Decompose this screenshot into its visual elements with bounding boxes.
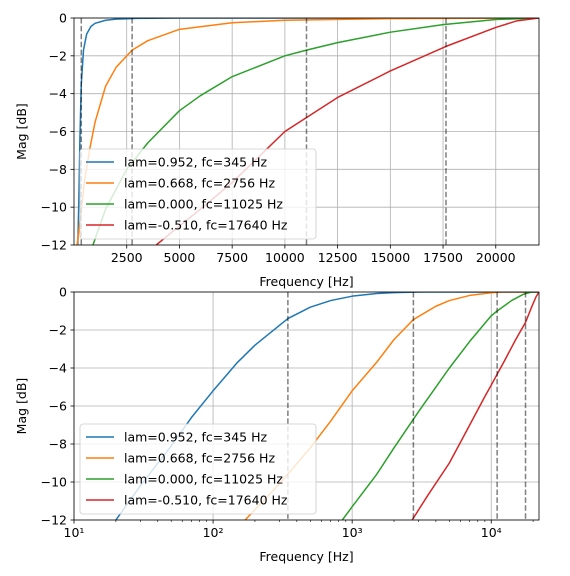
y-tick-label: −12 xyxy=(41,238,67,253)
x-tick-label: 10000 xyxy=(265,250,305,265)
series-line-4 xyxy=(411,292,539,520)
y-tick-label: −12 xyxy=(41,513,67,528)
legend-label: lam=0.000, fc=11025 Hz xyxy=(124,472,283,487)
y-tick-label: −4 xyxy=(49,361,67,376)
x-tick-label: 10¹ xyxy=(64,525,85,540)
legend-label: lam=0.668, fc=2756 Hz xyxy=(124,451,275,466)
x-tick-label: 12500 xyxy=(318,250,358,265)
legend-box xyxy=(79,148,317,240)
legend: lam=0.952, fc=345 Hz lam=0.668, fc=2756 H… xyxy=(79,148,317,240)
legend-box xyxy=(79,423,317,515)
x-tick-label: 20000 xyxy=(476,250,516,265)
x-tick-label: 10⁴ xyxy=(481,525,502,540)
y-tick-label: −10 xyxy=(41,200,67,215)
legend-label: lam=0.952, fc=345 Hz xyxy=(124,430,267,445)
legend-label: lam=0.668, fc=2756 Hz xyxy=(124,176,275,191)
x-tick-label: 7500 xyxy=(216,250,248,265)
x-tick-label: 15000 xyxy=(370,250,410,265)
series-line-3 xyxy=(341,292,539,520)
x-tick-label: 10² xyxy=(203,525,224,540)
y-tick-label: −8 xyxy=(49,162,67,177)
y-axis-label: Mag [dB] xyxy=(14,103,29,160)
y-axis-label: Mag [dB] xyxy=(14,378,29,435)
x-tick-label: 17500 xyxy=(423,250,463,265)
x-axis-label: Frequency [Hz] xyxy=(259,274,353,289)
chart-2: 10¹ 10² 10³ 10⁴ 0 −2 −4 −6 −8 −10 −12 Frequency [Hz… xyxy=(14,285,540,564)
x-axis-label: Frequency [Hz] xyxy=(259,549,353,564)
y-tick-label: 0 xyxy=(59,11,67,26)
y-tick-label: −10 xyxy=(41,475,67,490)
x-tick-label: 2500 xyxy=(111,250,143,265)
y-tick-label: −6 xyxy=(49,399,67,414)
y-tick-label: −2 xyxy=(49,48,67,63)
legend-label: lam=-0.510, fc=17640 Hz xyxy=(124,493,288,508)
legend-label: lam=0.000, fc=11025 Hz xyxy=(124,197,283,212)
x-tick-label: 10³ xyxy=(342,525,363,540)
y-tick-label: −6 xyxy=(49,124,67,139)
legend-label: lam=0.952, fc=345 Hz xyxy=(124,155,267,170)
legend-label: lam=-0.510, fc=17640 Hz xyxy=(124,218,288,233)
y-tick-label: 0 xyxy=(59,285,67,300)
y-tick-label: −4 xyxy=(49,86,67,101)
chart-1: 2500 5000 7500 10000 12500 15000 17500 20000 0 −2… xyxy=(14,11,540,289)
y-tick-label: −2 xyxy=(49,323,67,338)
x-tick-label: 5000 xyxy=(164,250,196,265)
legend: lam=0.952, fc=345 Hz lam=0.668, fc=2756 H… xyxy=(79,423,317,515)
y-tick-label: −8 xyxy=(49,437,67,452)
